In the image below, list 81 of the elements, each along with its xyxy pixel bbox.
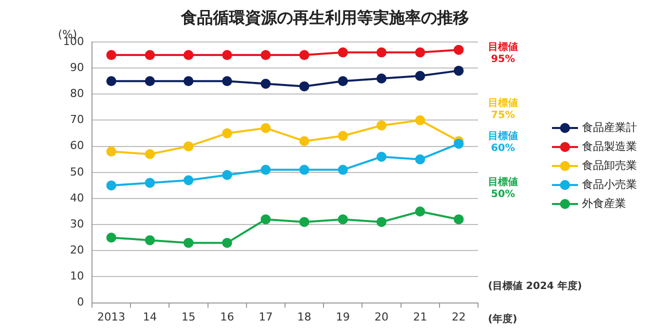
chart-title: 食品循環資源の再生利用等実施率の推移 bbox=[180, 8, 470, 29]
point bbox=[144, 50, 155, 60]
legend-label: 食品製造業 bbox=[582, 139, 637, 154]
point bbox=[415, 154, 426, 164]
point bbox=[183, 76, 194, 86]
point bbox=[415, 206, 426, 217]
text: 目標値 75% bbox=[487, 98, 519, 122]
x-tick-label: 14 bbox=[142, 310, 157, 324]
point bbox=[454, 214, 464, 224]
y-tick-label: 0 bbox=[76, 296, 84, 309]
x-axis-title: (年度) bbox=[488, 312, 518, 326]
point bbox=[376, 216, 386, 227]
point bbox=[144, 178, 155, 188]
point bbox=[415, 115, 426, 126]
x-tick-label: 17 bbox=[258, 310, 273, 324]
text: 目標値 60% bbox=[487, 131, 519, 155]
point bbox=[415, 70, 426, 81]
x-tick-label: 21 bbox=[413, 310, 428, 324]
point bbox=[222, 128, 232, 138]
y-tick-label: 40 bbox=[70, 191, 84, 204]
point bbox=[338, 76, 348, 86]
legend-label: 外食産業 bbox=[582, 196, 626, 211]
point bbox=[106, 76, 116, 86]
y-tick-label: 50 bbox=[70, 165, 84, 178]
point bbox=[376, 74, 386, 84]
legend-label: 食品産業計 bbox=[582, 120, 637, 135]
point bbox=[376, 152, 386, 162]
point bbox=[260, 78, 271, 89]
point bbox=[183, 50, 194, 60]
point bbox=[299, 81, 310, 92]
y-tick-label: 80 bbox=[70, 87, 84, 100]
x-tick-label: 16 bbox=[220, 310, 234, 324]
point bbox=[338, 47, 348, 58]
point bbox=[454, 138, 464, 149]
point bbox=[299, 136, 310, 146]
point bbox=[144, 76, 155, 86]
text: (目標値 2024 年度) bbox=[488, 280, 582, 293]
point bbox=[376, 120, 386, 130]
y-tick-label: 90 bbox=[70, 60, 84, 74]
point bbox=[183, 141, 194, 152]
point bbox=[299, 164, 310, 175]
x-tick-label: 22 bbox=[452, 310, 466, 324]
point bbox=[338, 164, 348, 175]
x-tick-label: 2013 bbox=[97, 310, 126, 324]
point bbox=[222, 50, 232, 60]
point bbox=[183, 238, 194, 248]
y-tick-label: 20 bbox=[70, 244, 84, 256]
point bbox=[106, 232, 116, 243]
point bbox=[260, 164, 271, 175]
point bbox=[454, 66, 464, 76]
legend-label: 食品小売業 bbox=[582, 177, 637, 192]
text: 目標値 50% bbox=[487, 177, 519, 201]
point bbox=[299, 216, 310, 227]
point bbox=[222, 76, 232, 86]
point bbox=[260, 123, 271, 134]
point bbox=[415, 47, 426, 58]
x-tick-label: 18 bbox=[297, 310, 312, 324]
point bbox=[299, 50, 310, 60]
x-tick-label: 20 bbox=[374, 310, 388, 324]
point bbox=[183, 175, 194, 186]
point bbox=[144, 149, 155, 160]
x-tick-label: 19 bbox=[336, 310, 350, 324]
point bbox=[260, 214, 271, 224]
legend-label: 食品卸売業 bbox=[582, 158, 637, 173]
y-tick-label: 60 bbox=[70, 139, 84, 152]
point bbox=[338, 214, 348, 224]
point bbox=[260, 50, 271, 60]
text: 目標値 95% bbox=[487, 42, 519, 66]
point bbox=[144, 235, 155, 246]
point bbox=[338, 130, 348, 141]
x-tick-label: 15 bbox=[181, 310, 196, 324]
y-tick-label: 70 bbox=[70, 113, 84, 126]
point bbox=[106, 146, 116, 157]
point bbox=[106, 180, 116, 190]
point bbox=[454, 44, 464, 55]
point bbox=[222, 238, 232, 248]
point bbox=[222, 170, 232, 180]
point bbox=[106, 50, 116, 60]
y-tick-label: 30 bbox=[70, 217, 84, 230]
y-tick-label: 10 bbox=[70, 270, 84, 283]
point bbox=[376, 47, 386, 58]
